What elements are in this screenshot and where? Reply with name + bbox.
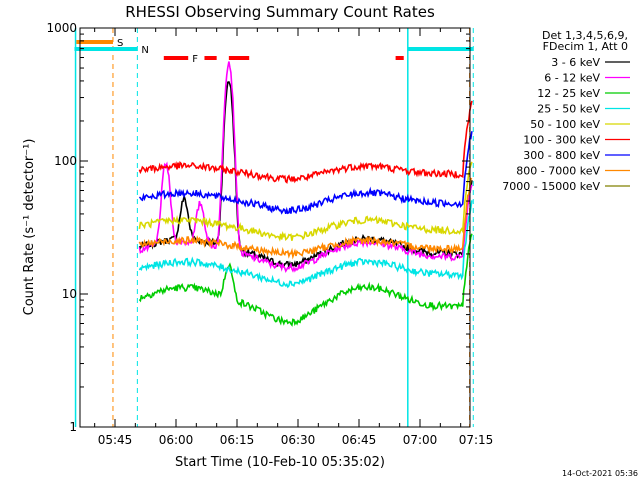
- legend-label-4: 25 - 50 keV: [537, 103, 600, 116]
- series-line-2: [138, 61, 473, 274]
- legend-label-8: 800 - 7000 keV: [516, 165, 600, 178]
- series-line-4: [138, 200, 473, 289]
- x-tick-label-0600: 06:00: [159, 433, 194, 447]
- flag-n-label: N: [141, 45, 148, 56]
- x-tick-label-0615: 06:15: [220, 433, 255, 447]
- plot-area: S N F: [74, 28, 474, 427]
- y-tick-label-10: 10: [62, 287, 77, 301]
- legend-label-5: 50 - 100 keV: [530, 118, 600, 131]
- y-tick-label-1: 1: [69, 420, 77, 434]
- legend-label-2: 6 - 12 keV: [544, 72, 600, 85]
- legend-label-7: 300 - 800 keV: [523, 149, 600, 162]
- legend-label-3: 12 - 25 keV: [537, 87, 600, 100]
- y-tick-label-100: 100: [54, 154, 77, 168]
- series-line-6: [138, 100, 473, 184]
- series-line-7: [138, 131, 473, 215]
- legend-header-line-1: Det 1,3,4,5,6,9,: [542, 29, 628, 42]
- legend-label-1: 3 - 6 keV: [551, 56, 600, 69]
- x-tick-label-0545: 05:45: [98, 433, 133, 447]
- legend-label-9: 7000 - 15000 keV: [502, 180, 600, 193]
- x-tick-label-0630: 06:30: [281, 433, 316, 447]
- series-line-8: [138, 177, 473, 260]
- y-axis-label: Count Rate (s⁻¹ detector⁻¹): [22, 139, 37, 316]
- y-axis: 1 10 100 1000: [46, 21, 470, 434]
- plot-frame: [79, 27, 471, 428]
- legend-label-6: 100 - 300 keV: [523, 134, 600, 147]
- chart-title: RHESSI Observing Summary Count Rates: [125, 3, 435, 21]
- series-line-5: [138, 161, 473, 242]
- x-axis-label: Start Time (10-Feb-10 05:35:02): [175, 455, 385, 470]
- legend-header-line-2: FDecim 1, Att 0: [543, 40, 628, 53]
- x-tick-label-0715: 07:15: [459, 433, 494, 447]
- x-axis: 05:45 06:00 06:15 06:30 06:45 07:00 07:15: [94, 28, 494, 447]
- y-tick-label-1000: 1000: [46, 21, 77, 35]
- footer-timestamp: 14-Oct-2021 05:36: [562, 469, 638, 478]
- flag-f-label: F: [192, 54, 198, 65]
- x-tick-label-0645: 06:45: [342, 433, 377, 447]
- x-tick-label-0700: 07:00: [403, 433, 438, 447]
- series-line-3: [138, 233, 473, 327]
- flag-s-label: S: [117, 38, 123, 49]
- legend: Det 1,3,4,5,6,9, FDecim 1, Att 0 3 - 6 k…: [502, 29, 630, 193]
